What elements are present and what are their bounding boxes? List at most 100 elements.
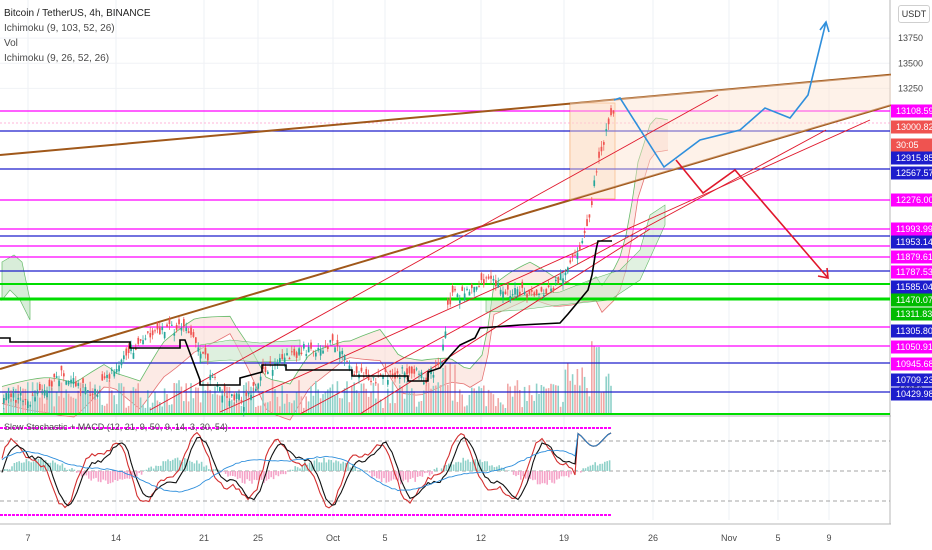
- macd-histogram-bar: [40, 458, 42, 471]
- candle-body: [550, 288, 552, 292]
- volume-bar: [533, 400, 535, 414]
- candle-body: [10, 393, 12, 398]
- candle-body: [531, 290, 533, 292]
- candle-body: [72, 378, 75, 385]
- volume-bar: [432, 385, 435, 414]
- volume-bar: [367, 396, 370, 414]
- cloud-green-fill: [1, 254, 31, 321]
- macd-histogram-bar: [388, 471, 390, 482]
- volume-bar: [358, 393, 360, 414]
- macd-histogram-bar: [200, 461, 203, 471]
- macd-histogram-bar: [553, 471, 556, 484]
- price-label-text: 11305.80: [896, 326, 932, 336]
- candle-body: [610, 108, 612, 116]
- macd-histogram-bar: [551, 471, 553, 483]
- volume-bar: [574, 384, 576, 414]
- volume-bar: [171, 404, 173, 414]
- macd-histogram-bar: [277, 471, 280, 477]
- volume-bar: [435, 385, 437, 414]
- macd-histogram-bar: [575, 469, 577, 471]
- volume-bar: [538, 394, 540, 414]
- candle-body: [343, 355, 346, 361]
- time-axis-tick: 21: [199, 533, 209, 543]
- macd-histogram-bar: [66, 469, 68, 471]
- symbol-title[interactable]: Bitcoin / TetherUS, 4h, BINANCE: [4, 8, 151, 19]
- macd-histogram-bar: [164, 461, 167, 471]
- macd-histogram-bar: [119, 471, 121, 480]
- volume-bar: [363, 383, 365, 414]
- macd-histogram-bar: [143, 470, 145, 471]
- candle-body: [324, 345, 327, 347]
- volume-bar: [111, 390, 113, 414]
- volume-bar: [295, 392, 298, 414]
- price-label-tag: [891, 340, 932, 354]
- macd-histogram-bar: [116, 471, 119, 481]
- price-label-text: 11585.04: [896, 282, 932, 292]
- macd-histogram-bar: [383, 471, 385, 479]
- macd-histogram-bar: [604, 461, 606, 471]
- volume-bar: [149, 407, 151, 414]
- macd-histogram-bar: [608, 460, 611, 471]
- macd-histogram-bar: [568, 471, 570, 478]
- candle-body: [569, 260, 572, 263]
- volume-bar: [603, 391, 605, 414]
- indicator-ichimoku-long[interactable]: Ichimoku (9, 103, 52, 26): [4, 23, 115, 34]
- candle-body: [449, 297, 452, 305]
- candle-body: [447, 299, 449, 305]
- candle-body: [295, 352, 298, 358]
- price-label-text: 11879.61: [896, 252, 932, 262]
- volume-bar: [156, 400, 159, 414]
- macd-histogram-bar: [584, 468, 587, 471]
- candle-body: [372, 377, 375, 379]
- candle-body: [418, 373, 420, 375]
- currency-button[interactable]: USDT: [898, 5, 930, 23]
- indicator-volume[interactable]: Vol: [4, 38, 18, 49]
- macd-histogram-bar: [376, 471, 378, 479]
- time-axis-tick: 25: [253, 533, 263, 543]
- macd-histogram-bar: [560, 471, 563, 477]
- volume-bar: [377, 383, 379, 414]
- stochastic-d-line: [1, 432, 612, 507]
- oscillator-legend[interactable]: Slow Stochastic + MACD (12, 21, 9, 50, 9…: [4, 422, 228, 432]
- candle-body: [39, 384, 41, 390]
- price-label-tag: [891, 357, 932, 371]
- candle-body: [144, 338, 147, 340]
- candle-body: [540, 287, 543, 292]
- candle-body: [75, 381, 77, 387]
- candle-body: [48, 379, 51, 387]
- volume-bar: [29, 404, 31, 414]
- candle-body: [199, 353, 202, 359]
- candle-body: [485, 277, 488, 279]
- indicator-ichimoku[interactable]: Ichimoku (9, 26, 52, 26): [4, 53, 110, 64]
- macd-histogram-bar: [580, 471, 582, 473]
- macd-histogram-bar: [280, 471, 282, 475]
- candle-body: [79, 391, 82, 393]
- macd-histogram-bar: [56, 464, 59, 471]
- macd-histogram-bar: [450, 462, 452, 471]
- volume-bar: [463, 406, 466, 414]
- volume-bar: [528, 385, 531, 414]
- volume-bar: [305, 396, 307, 414]
- candle-body: [315, 352, 317, 357]
- volume-bar: [235, 399, 238, 414]
- candle-body: [103, 376, 106, 379]
- volume-bar: [281, 385, 283, 414]
- candle-body: [204, 347, 207, 355]
- volume-bar: [27, 382, 29, 414]
- candle-body: [127, 346, 130, 353]
- macd-histogram-bar: [498, 465, 500, 471]
- volume-bar: [197, 387, 199, 414]
- macd-histogram-bar: [546, 471, 548, 485]
- volume-bar: [351, 385, 353, 414]
- candle-body: [305, 354, 308, 356]
- macd-histogram-bar: [198, 463, 200, 471]
- macd-histogram-bar: [548, 471, 551, 480]
- candle-body: [348, 365, 351, 369]
- candle-body: [17, 397, 20, 400]
- candle-body: [487, 276, 490, 279]
- candle-body: [70, 379, 72, 384]
- macd-histogram-bar: [208, 469, 210, 471]
- volume-bar: [67, 393, 70, 414]
- candle-body: [216, 385, 219, 387]
- candle-body: [240, 399, 243, 402]
